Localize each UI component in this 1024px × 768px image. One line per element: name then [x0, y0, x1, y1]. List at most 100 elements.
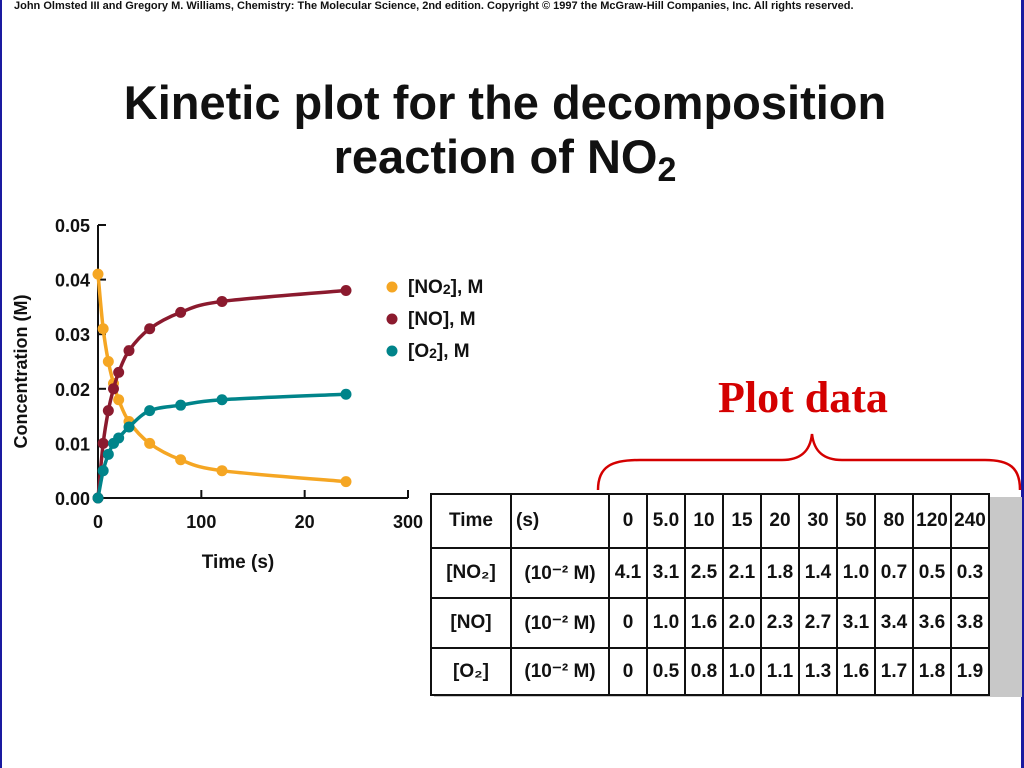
table-cell: 1.8 — [760, 547, 800, 599]
series-line-0 — [96, 273, 347, 484]
data-point-series-0 — [113, 394, 125, 406]
data-point-series-0 — [97, 323, 109, 335]
table-cell: 3.1 — [836, 597, 876, 649]
data-point-series-2 — [102, 448, 114, 460]
data-point-series-0 — [144, 437, 156, 449]
table-cell: 1.0 — [646, 597, 686, 649]
concentration-data-table: Time (s) 0 5.0 10 15 20 30 50 80 120 240 [NO₂] (10⁻² … — [430, 493, 990, 696]
legend-marker-1 — [386, 313, 398, 325]
data-point-series-2 — [340, 388, 352, 400]
data-point-series-2 — [216, 394, 228, 406]
table-cell: 1.0 — [836, 547, 876, 599]
table-row: Time (s) 0 5.0 10 15 20 30 50 80 120 240 — [430, 493, 990, 549]
y-tick-label: 0.05 — [55, 216, 90, 236]
series-line-1 — [96, 288, 347, 499]
table-cell: 0 — [608, 647, 648, 696]
table-cell: 240 — [950, 493, 990, 549]
table-cell: 20 — [760, 493, 800, 549]
data-point-series-0 — [92, 268, 104, 280]
data-point-series-1 — [340, 285, 352, 297]
table-cell: 2.3 — [760, 597, 800, 649]
table-cell: 0.7 — [874, 547, 914, 599]
data-point-series-2 — [175, 399, 187, 411]
row-unit-cell: (10⁻² M) — [510, 647, 610, 696]
slide-title-line-2: reaction of NO2 — [0, 130, 1010, 197]
data-point-series-2 — [144, 405, 156, 417]
series-line-2 — [96, 392, 347, 499]
legend-label-0: [NO2], M — [408, 277, 483, 298]
table-cell: 3.1 — [646, 547, 686, 599]
data-point-series-0 — [216, 465, 228, 477]
table-row: [NO₂] (10⁻² M) 4.1 3.1 2.5 2.1 1.8 1.4 1.0 0.7 0.5… — [430, 547, 990, 599]
y-tick-label: 0.03 — [55, 325, 90, 345]
table-cell: 0.5 — [912, 547, 952, 599]
table-cell: 1.9 — [950, 647, 990, 696]
data-point-series-0 — [102, 356, 114, 367]
table-cell: 120 — [912, 493, 952, 549]
data-point-series-0 — [175, 454, 187, 466]
data-point-series-1 — [175, 306, 187, 318]
table-cell: 5.0 — [646, 493, 686, 549]
row-species-cell: [O₂] — [430, 647, 512, 696]
data-point-series-1 — [216, 295, 228, 307]
title-main-text: reaction of NO — [333, 130, 658, 183]
data-point-series-1 — [144, 323, 156, 335]
y-tick-label: 0.02 — [55, 380, 90, 400]
table-cell: 0.8 — [684, 647, 724, 696]
table-cell: 0 — [608, 597, 648, 649]
table-cell: 2.0 — [722, 597, 762, 649]
x-tick-label: 0 — [93, 512, 103, 532]
row-unit-cell: (s) — [510, 493, 610, 549]
table-cell: 4.1 — [608, 547, 648, 599]
data-point-series-0 — [340, 476, 352, 488]
table-row: [O₂] (10⁻² M) 0 0.5 0.8 1.0 1.1 1.3 1.6 1.7 1.8 1.9 — [430, 647, 990, 696]
data-point-series-2 — [92, 492, 104, 504]
table-cell: 1.6 — [836, 647, 876, 696]
row-unit-cell: (10⁻² M) — [510, 597, 610, 649]
y-tick-label: 0.01 — [55, 434, 90, 454]
data-point-series-2 — [97, 465, 109, 477]
table-cell: 1.3 — [798, 647, 838, 696]
data-point-series-1 — [102, 405, 114, 417]
row-species-cell: Time — [430, 493, 512, 549]
copyright-notice: John Olmsted III and Gregory M. Williams… — [14, 0, 854, 12]
slide-title-line-1: Kinetic plot for the decomposition — [123, 76, 887, 129]
table-cell: 2.1 — [722, 547, 762, 599]
table-cell: 1.8 — [912, 647, 952, 696]
data-point-series-1 — [97, 437, 109, 449]
y-tick-label: 0.04 — [55, 271, 90, 291]
y-axis-label: Concentration (M) — [11, 295, 31, 449]
data-point-series-1 — [113, 366, 125, 378]
table-cell: 0 — [608, 493, 648, 549]
legend-label-2: [O2], M — [408, 341, 470, 362]
plot-data-annotation: Plot data — [718, 373, 888, 422]
table-cell: 2.5 — [684, 547, 724, 599]
legend-marker-2 — [386, 345, 398, 357]
table-cell: 1.1 — [760, 647, 800, 696]
table-cell: 3.6 — [912, 597, 952, 649]
title-subscript: 2 — [657, 151, 677, 189]
table-row: [NO] (10⁻² M) 0 1.0 1.6 2.0 2.3 2.7 3.1 3.4 3.6 3.8 — [430, 597, 990, 649]
table-cell: 0.3 — [950, 547, 990, 599]
x-tick-label: 20 — [295, 512, 315, 532]
data-point-series-1 — [108, 383, 119, 395]
data-point-series-2 — [113, 432, 125, 444]
table-cell: 10 — [684, 493, 724, 549]
table-cell: 1.6 — [684, 597, 724, 649]
table-cell: 1.4 — [798, 547, 838, 599]
row-species-cell: [NO] — [430, 597, 512, 649]
row-species-cell: [NO₂] — [430, 547, 512, 599]
table-cell: 1.0 — [722, 647, 762, 696]
table-cell: 30 — [798, 493, 838, 549]
y-tick-label: 0.00 — [55, 489, 90, 509]
table-cell: 3.4 — [874, 597, 914, 649]
table-cell: 2.7 — [798, 597, 838, 649]
legend-marker-0 — [386, 281, 398, 293]
data-point-series-2 — [123, 421, 135, 433]
x-tick-label: 100 — [186, 512, 216, 532]
table-cell: 1.7 — [874, 647, 914, 696]
table-cell: 0.5 — [646, 647, 686, 696]
x-tick-label: 300 — [393, 512, 423, 532]
row-unit-cell: (10⁻² M) — [510, 547, 610, 599]
